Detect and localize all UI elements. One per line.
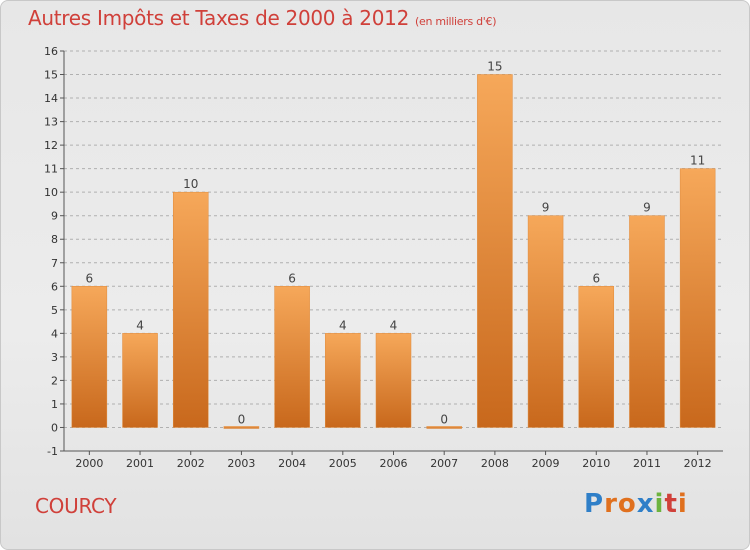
y-tick-label: 3 (51, 351, 58, 364)
value-label: 0 (238, 412, 246, 426)
value-label: 15 (487, 60, 502, 74)
value-label: 10 (183, 177, 198, 191)
y-tick-label: 9 (51, 210, 58, 223)
x-tick-label: 2003 (227, 457, 255, 470)
value-label: 11 (690, 154, 705, 168)
logo-letter: t (664, 489, 678, 519)
x-tick-label: 2000 (75, 457, 103, 470)
proxiti-logo: Proxiti (584, 489, 688, 519)
x-tick-label: 2005 (329, 457, 357, 470)
bar (122, 333, 158, 428)
y-tick-label: 16 (44, 45, 58, 58)
y-tick-label: 15 (44, 69, 58, 82)
bar (527, 215, 564, 428)
value-label: 9 (542, 201, 550, 215)
y-tick-label: 0 (51, 421, 58, 434)
y-tick-label: 5 (51, 304, 58, 317)
y-tick-label: 1 (51, 398, 58, 411)
bar (375, 333, 412, 428)
logo-letter: i (654, 489, 665, 519)
value-label: 6 (592, 271, 600, 285)
value-label: 9 (643, 201, 651, 215)
y-tick-label: 8 (51, 233, 58, 246)
commune-name: COURCY (35, 494, 117, 518)
bar (578, 286, 615, 428)
y-tick-label: 2 (51, 374, 58, 387)
y-tick-label: 7 (51, 257, 58, 270)
x-tick-label: 2008 (481, 457, 509, 470)
value-label: 6 (86, 271, 94, 285)
chart-unit: (en milliers d'€) (415, 15, 497, 28)
bar (71, 286, 108, 428)
bar (629, 215, 665, 428)
value-label: 0 (440, 412, 448, 426)
value-label: 4 (339, 318, 347, 332)
y-tick-label: 13 (44, 116, 58, 129)
chart-title: Autres Impôts et Taxes de 2000 à 2012 (en… (28, 6, 496, 30)
x-tick-label: 2012 (684, 457, 712, 470)
x-tick-label: 2006 (380, 457, 408, 470)
bar (172, 191, 209, 428)
y-tick-label: 6 (51, 280, 58, 293)
value-label: 4 (136, 318, 144, 332)
value-label: 6 (288, 271, 296, 285)
y-tick-label: 14 (44, 92, 58, 105)
logo-letter: P (584, 489, 605, 519)
logo-letter: x (636, 489, 655, 519)
x-tick-label: 2001 (126, 457, 154, 470)
x-tick-label: 2009 (532, 457, 560, 470)
x-tick-label: 2007 (430, 457, 458, 470)
x-tick-label: 2002 (177, 457, 205, 470)
y-tick-label: 10 (44, 186, 58, 199)
bar (426, 426, 462, 429)
x-tick-label: 2011 (633, 457, 661, 470)
y-tick-label: 11 (44, 163, 58, 176)
value-label: 4 (390, 318, 398, 332)
y-tick-label: 12 (44, 139, 58, 152)
bar (477, 74, 513, 428)
chart-title-text: Autres Impôts et Taxes de 2000 à 2012 (28, 6, 409, 30)
y-tick-label: 4 (51, 327, 58, 340)
logo-letter: i (677, 489, 688, 519)
y-tick-label: -1 (47, 445, 58, 458)
x-tick-label: 2010 (582, 457, 610, 470)
bar (274, 286, 310, 428)
logo-letter: o (617, 489, 637, 519)
bar (325, 333, 361, 428)
bar (223, 426, 260, 429)
logo-letter: r (604, 489, 618, 519)
x-tick-label: 2004 (278, 457, 306, 470)
bar (679, 168, 716, 428)
